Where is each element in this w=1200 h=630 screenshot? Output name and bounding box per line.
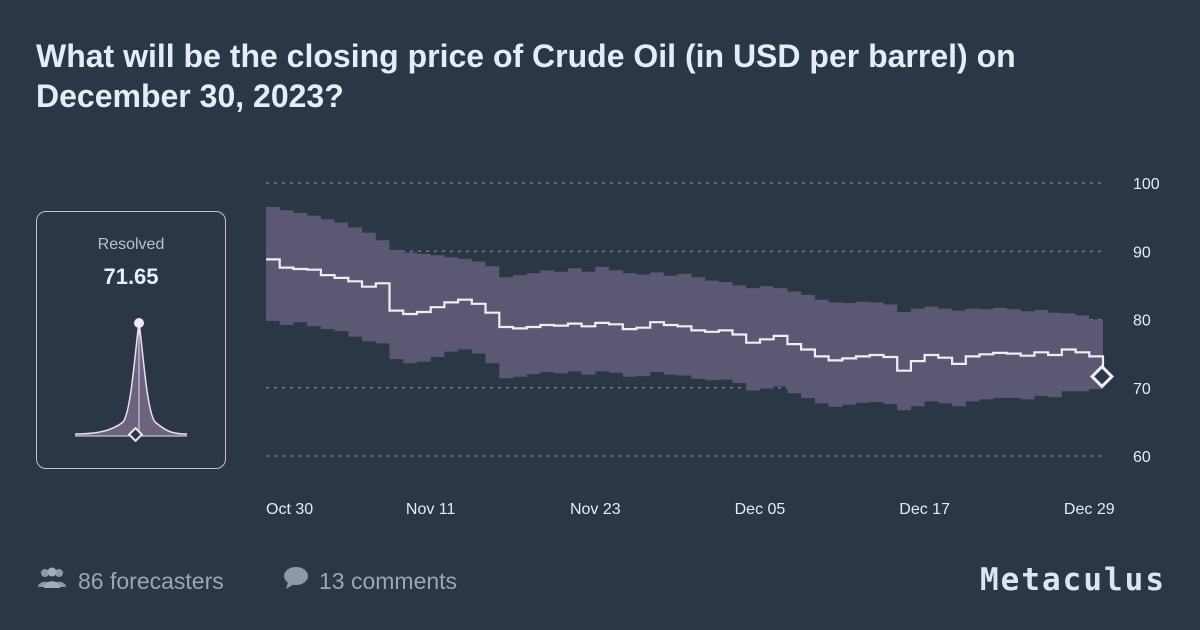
speech-bubble-icon bbox=[283, 566, 309, 596]
x-axis-ticks: Oct 30 Nov 11 Nov 23 Dec 05 Dec 17 Dec 29 bbox=[266, 501, 1115, 518]
distribution-peak-dot bbox=[134, 318, 144, 328]
y-axis-ticks: 100 90 80 70 60 bbox=[1133, 176, 1160, 466]
x-tick-label-2: Nov 23 bbox=[570, 501, 621, 518]
y-tick-label-60: 60 bbox=[1133, 449, 1151, 466]
resolution-diamond bbox=[127, 426, 144, 443]
comments-count[interactable]: 13 comments bbox=[283, 566, 457, 596]
y-tick-label-70: 70 bbox=[1133, 381, 1151, 398]
forecast-interval-band bbox=[266, 206, 1103, 411]
comments-label: 13 comments bbox=[319, 567, 458, 594]
users-icon bbox=[36, 566, 68, 596]
x-tick-label-3: Dec 05 bbox=[735, 501, 786, 518]
page-title: What will be the closing price of Crude … bbox=[36, 38, 1016, 114]
median-line bbox=[266, 258, 1105, 377]
y-tick-label-90: 90 bbox=[1133, 244, 1151, 261]
forecasters-count[interactable]: 86 forecasters bbox=[36, 566, 224, 596]
y-tick-label-80: 80 bbox=[1133, 313, 1151, 330]
resolution-distribution-chart bbox=[74, 318, 188, 443]
resolution-card: Resolved 71.65 bbox=[36, 211, 226, 469]
y-tick-label-100: 100 bbox=[1133, 176, 1160, 193]
distribution-fill bbox=[75, 322, 187, 436]
resolution-label: Resolved bbox=[97, 236, 165, 253]
x-tick-label-1: Nov 11 bbox=[406, 501, 456, 518]
forecasters-label: 86 forecasters bbox=[78, 567, 224, 594]
metaculus-logo[interactable]: Metaculus bbox=[980, 562, 1166, 598]
resolution-value: 71.65 bbox=[103, 264, 159, 289]
median-forecast-line bbox=[266, 258, 1105, 377]
resolution-point bbox=[1089, 364, 1115, 389]
x-tick-label-5: Dec 29 bbox=[1064, 501, 1115, 518]
x-tick-label-0: Oct 30 bbox=[266, 501, 313, 518]
x-tick-label-4: Dec 17 bbox=[899, 501, 950, 518]
resolution-marker bbox=[1089, 364, 1115, 389]
forecast-chart: 100 90 80 70 60 Oct 30 Nov 11 Nov 23 Dec 05 Dec … bbox=[266, 176, 1160, 518]
forecast-band bbox=[266, 206, 1103, 411]
